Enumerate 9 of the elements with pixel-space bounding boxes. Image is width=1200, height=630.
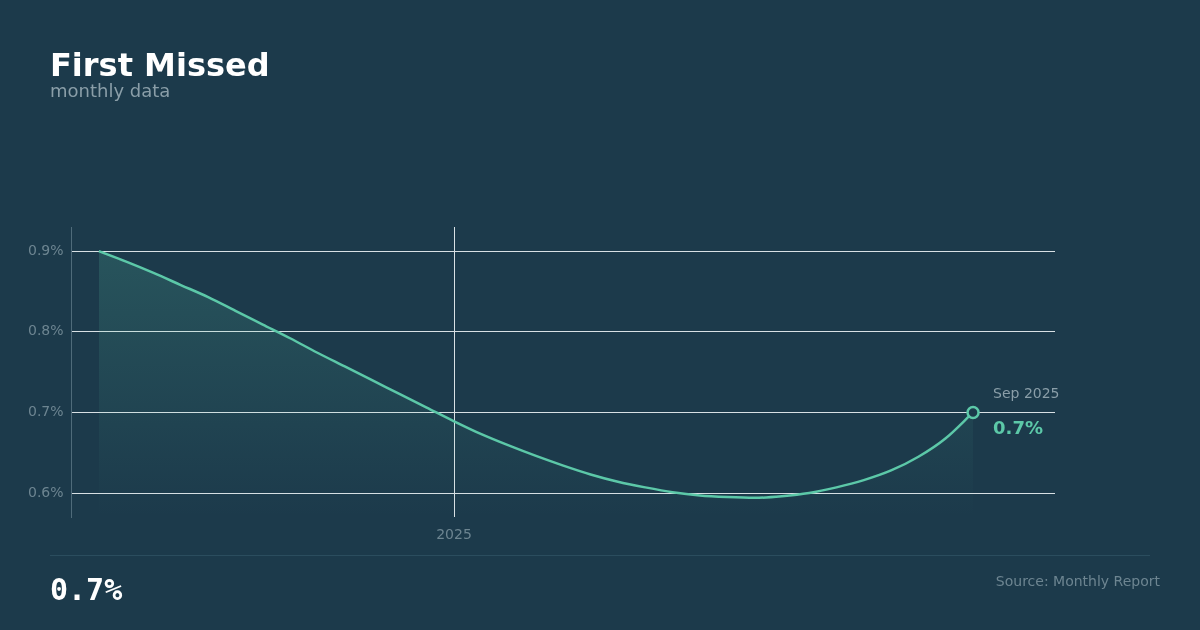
text: 0.7% [50, 572, 123, 607]
y-tick-label: 0.6% [27, 483, 64, 500]
y-tick-label: 0.8% [27, 322, 64, 339]
y-tick-label: 0.7% [27, 403, 64, 420]
x-tick-label: 2025 [436, 526, 472, 543]
source-note: Source: Monthly Report [995, 573, 1160, 589]
y-tick-label: 0.9% [27, 241, 64, 258]
annotation: 0.7% [993, 417, 1043, 439]
annotation: Sep 2025 [993, 385, 1060, 402]
